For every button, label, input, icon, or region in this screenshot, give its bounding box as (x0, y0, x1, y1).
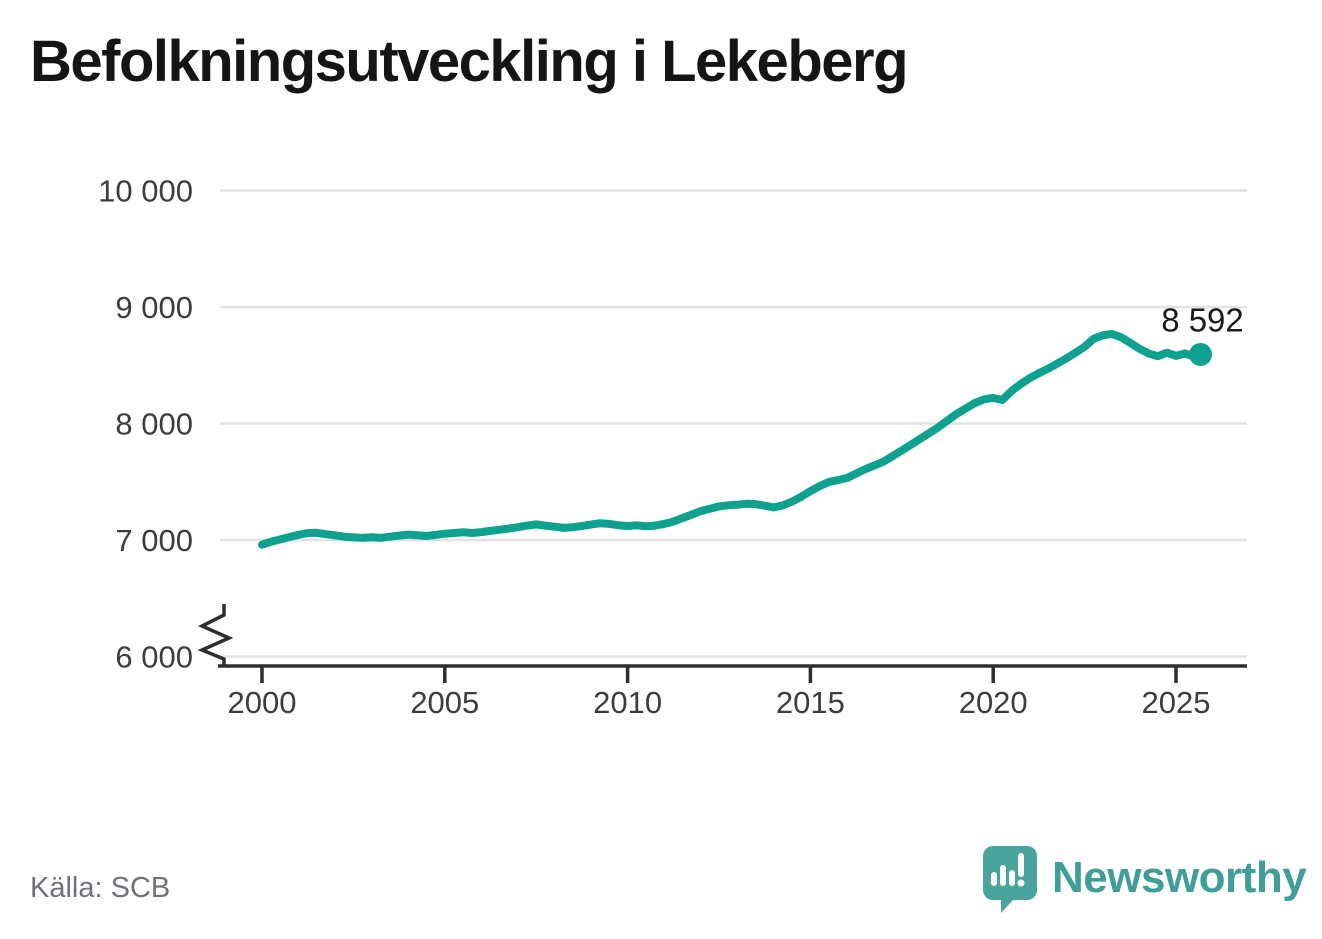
newsworthy-logo: Newsworthy (978, 840, 1307, 916)
x-tick-label: 2000 (228, 685, 297, 720)
x-tick-label: 2005 (410, 685, 479, 720)
bar-3 (1009, 870, 1015, 886)
y-tick-label: 6 000 (115, 640, 193, 675)
source-note: Källa: SCB (30, 872, 171, 904)
newsworthy-logo-icon (983, 846, 1037, 913)
y-tick-label: 10 000 (98, 174, 193, 209)
end-point-dot (1188, 343, 1212, 367)
x-tick-label: 2010 (593, 685, 662, 720)
page-title: Befolkningsutveckling i Lekeberg (30, 29, 909, 94)
bar-1 (991, 872, 997, 886)
axis-break-icon (197, 604, 234, 667)
y-tick-label: 9 000 (115, 290, 193, 325)
x-tick-label: 2025 (1142, 685, 1211, 720)
x-tick-label: 2020 (959, 685, 1028, 720)
y-tick-label: 8 000 (115, 407, 193, 442)
bar-2 (1000, 865, 1006, 886)
end-value-label: 8 592 (1161, 302, 1244, 339)
x-tick-label: 2015 (776, 685, 845, 720)
newsworthy-wordmark: Newsworthy (1052, 853, 1307, 902)
exclamation-bar (1018, 853, 1024, 877)
exclamation-dot (1017, 879, 1025, 887)
population-line (258, 330, 1205, 549)
y-tick-label: 7 000 (115, 523, 193, 558)
